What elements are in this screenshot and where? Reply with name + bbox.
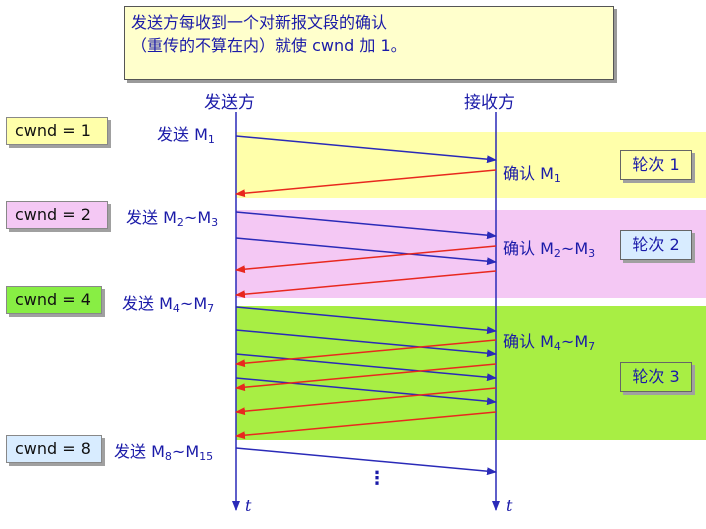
ack-arrow-m6 [235, 387, 497, 416]
data-arrow-m5 [235, 329, 497, 358]
data-arrow-m1 [235, 135, 497, 164]
round-box-1: 轮次 1 [620, 150, 692, 180]
cwnd-box-1: cwnd = 1 [6, 117, 108, 145]
send-label-1: 发送 M1 [157, 125, 215, 146]
cwnd-box-4: cwnd = 4 [6, 286, 102, 314]
ack-label-1: 确认 M1 [503, 164, 561, 185]
sender-time-label: t [245, 496, 252, 515]
ack-arrow-m1 [235, 169, 497, 198]
ack-label-2: 确认 M2~M3 [503, 239, 596, 260]
round-box-2: 轮次 2 [620, 230, 692, 260]
note-line-1: 发送方每收到一个对新报文段的确认 [131, 13, 388, 32]
data-arrow-m6 [235, 353, 497, 382]
send-label-2: 发送 M2~M3 [126, 208, 219, 229]
ack-arrow-m7 [235, 411, 497, 440]
data-arrow-m3 [235, 237, 497, 266]
ack-arrow-m4 [235, 339, 497, 368]
cwnd-box-8: cwnd = 8 [6, 435, 102, 463]
data-arrow-m7 [235, 377, 497, 406]
ack-label-3: 确认 M4~M7 [503, 332, 596, 353]
cwnd-box-2: cwnd = 2 [6, 201, 108, 229]
ack-arrow-m5 [235, 363, 497, 392]
sender-header: 发送方 [204, 93, 255, 113]
send-label-3: 发送 M4~M7 [122, 294, 215, 315]
receiver-header: 接收方 [464, 93, 515, 113]
data-arrow-m8 [235, 447, 497, 476]
ack-arrow-m3 [235, 270, 497, 299]
ack-arrow-m2 [235, 245, 497, 274]
data-arrow-m2 [235, 211, 497, 240]
send-label-4: 发送 M8~M15 [114, 442, 214, 463]
description-note: 发送方每收到一个对新报文段的确认 （重传的不算在内）就使 cwnd 加 1。 [124, 6, 614, 80]
receiver-time-label: t [506, 496, 513, 515]
round-box-3: 轮次 3 [620, 362, 692, 392]
note-line-2: （重传的不算在内）就使 cwnd 加 1。 [131, 36, 407, 55]
data-arrow-m4 [235, 306, 497, 335]
continuation-ellipsis: ⋮ [368, 468, 386, 489]
